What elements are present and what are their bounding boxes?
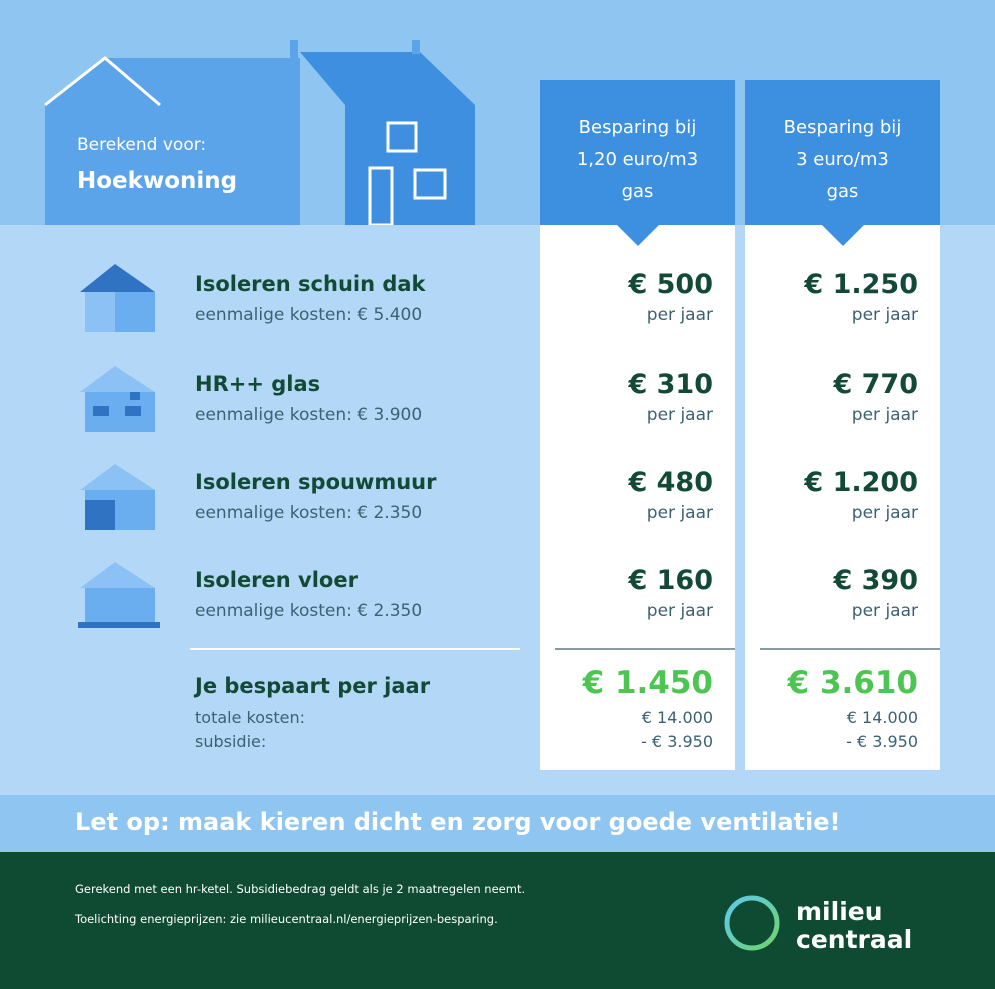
column-title: Besparing bij bbox=[578, 117, 697, 138]
column-header bbox=[745, 80, 940, 225]
footer bbox=[0, 852, 995, 989]
measure-cost: eenmalige kosten: € 3.900 bbox=[195, 405, 423, 425]
total-amount: € 1.450 bbox=[582, 665, 713, 701]
icon bbox=[80, 264, 155, 332]
notice-band bbox=[0, 795, 995, 852]
saving-unit: per jaar bbox=[851, 503, 918, 523]
logo-line: centraal bbox=[796, 925, 913, 954]
total-subsidy: - € 3.950 bbox=[846, 732, 918, 751]
saving-amount: € 480 bbox=[628, 467, 713, 498]
column-title: Besparing bij bbox=[783, 117, 902, 138]
saving-amount: € 500 bbox=[628, 269, 713, 300]
total-subsidy: - € 3.950 bbox=[641, 732, 713, 751]
measure-name: HR++ glas bbox=[195, 372, 321, 396]
measure-name: Isoleren schuin dak bbox=[195, 272, 426, 296]
logo-text: milieu centraal bbox=[796, 898, 912, 954]
footer-line: Toelichting energieprijzen: zie milieuce… bbox=[75, 912, 498, 926]
footer-line: Gerekend met een hr-ketel. Subsidiebedra… bbox=[75, 882, 526, 896]
saving-unit: per jaar bbox=[646, 405, 713, 425]
measure-icon bbox=[75, 364, 163, 434]
saving-amount: € 160 bbox=[628, 565, 713, 596]
column-divider bbox=[760, 648, 940, 650]
measure-name: Isoleren vloer bbox=[195, 568, 358, 592]
icon bbox=[80, 366, 155, 432]
measure-icon bbox=[75, 462, 163, 532]
measure-name: Isoleren spouwmuur bbox=[195, 470, 437, 494]
house-illustration bbox=[44, 40, 475, 225]
column-pointer bbox=[820, 224, 865, 246]
measure-cost: eenmalige kosten: € 2.350 bbox=[195, 601, 423, 621]
measure-icon bbox=[75, 560, 163, 630]
column-divider bbox=[555, 648, 735, 650]
total-amount: € 3.610 bbox=[787, 665, 918, 701]
logo-ring bbox=[724, 895, 780, 951]
column-title: gas bbox=[826, 181, 859, 202]
saving-unit: per jaar bbox=[851, 305, 918, 325]
saving-amount: € 390 bbox=[833, 565, 918, 596]
measure-icon bbox=[75, 264, 163, 334]
total-costs: € 14.000 bbox=[846, 708, 918, 727]
saving-unit: per jaar bbox=[851, 405, 918, 425]
icon bbox=[78, 562, 160, 628]
column-title: 1,20 euro/m3 bbox=[576, 149, 699, 170]
column-body bbox=[540, 225, 735, 770]
column-header bbox=[540, 80, 735, 225]
saving-unit: per jaar bbox=[646, 305, 713, 325]
divider bbox=[190, 648, 520, 650]
saving-amount: € 770 bbox=[833, 369, 918, 400]
measure-cost: eenmalige kosten: € 5.400 bbox=[195, 305, 423, 325]
measure-cost: eenmalige kosten: € 2.350 bbox=[195, 503, 423, 523]
logo-line: milieu bbox=[796, 897, 883, 926]
icon bbox=[80, 464, 155, 530]
saving-unit: per jaar bbox=[646, 601, 713, 621]
totals-label: Je bespaart per jaar bbox=[195, 674, 431, 698]
column-title: gas bbox=[621, 181, 654, 202]
column-title: 3 euro/m3 bbox=[796, 149, 889, 170]
header-title: Hoekwoning bbox=[77, 168, 238, 194]
saving-unit: per jaar bbox=[646, 503, 713, 523]
notice: Let op: maak kieren dicht en zorg voor g… bbox=[75, 808, 841, 836]
header-label: Berekend voor: bbox=[77, 135, 207, 155]
totals-line: subsidie: bbox=[195, 732, 267, 751]
column-body bbox=[745, 225, 940, 770]
saving-amount: € 1.250 bbox=[804, 269, 918, 300]
saving-amount: € 310 bbox=[628, 369, 713, 400]
column-pointer bbox=[615, 224, 660, 246]
saving-unit: per jaar bbox=[851, 601, 918, 621]
totals-line: totale kosten: bbox=[195, 708, 305, 727]
saving-amount: € 1.200 bbox=[804, 467, 918, 498]
total-costs: € 14.000 bbox=[641, 708, 713, 727]
